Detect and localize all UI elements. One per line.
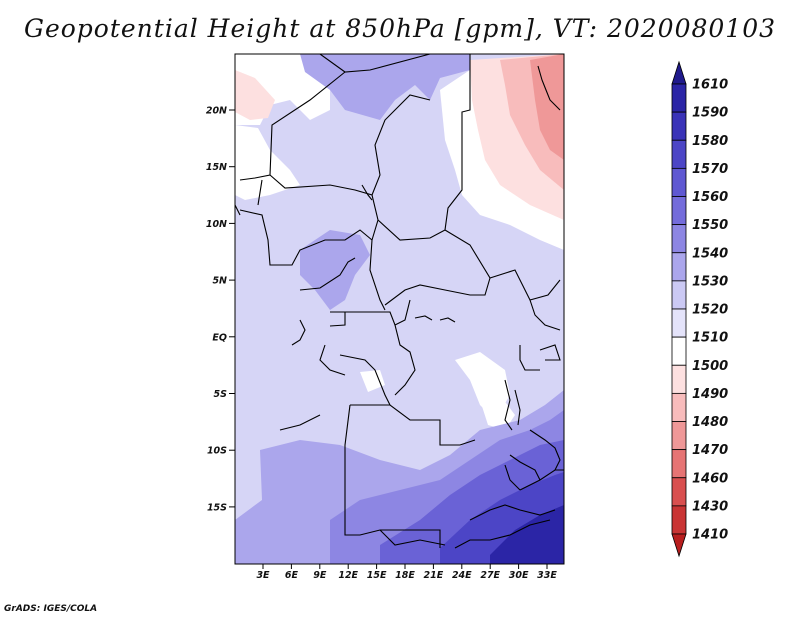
lon-tick-label: 3E xyxy=(256,570,270,581)
field-white-west xyxy=(235,125,300,200)
field-white-patch-west xyxy=(360,370,385,392)
colorbar: 1610 1590 1580 1570 1560 1550 1540 1530 1520 1510… xyxy=(671,60,728,558)
field-pink-northwest xyxy=(235,70,275,120)
colorbar-level-label: 1540 xyxy=(692,246,728,261)
colorbar-swatch xyxy=(671,111,687,141)
lat-tick-label: 5S xyxy=(214,389,228,400)
colorbar-level-label: 1590 xyxy=(692,106,728,121)
colorbar-swatch xyxy=(671,196,687,226)
colorbar-bottom-arrow xyxy=(671,533,687,558)
colorbar-top-arrow xyxy=(671,60,687,85)
lon-tick-label: 6E xyxy=(285,570,299,581)
lat-tick-label: 20N xyxy=(206,106,227,117)
colorbar-swatch xyxy=(671,336,687,366)
lon-tick-label: 9E xyxy=(313,570,327,581)
colorbar-level-label: 1470 xyxy=(692,443,728,458)
colorbar-swatch xyxy=(671,477,687,507)
colorbar-level-label: 1610 xyxy=(692,78,728,93)
latitude-axis: 20N 15N 10N 5N EQ 5S 10S 15S xyxy=(206,106,235,513)
colorbar-swatch xyxy=(671,421,687,451)
colorbar-level-label: 1550 xyxy=(692,218,728,233)
field-darkest-south xyxy=(490,505,564,564)
colorbar-level-label: 1500 xyxy=(692,359,728,374)
colorbar-swatch xyxy=(671,392,687,422)
lon-tick-label: 12E xyxy=(338,570,358,581)
lat-tick-label: 15S xyxy=(207,502,227,513)
colorbar-swatch xyxy=(671,252,687,282)
lon-tick-label: 33E xyxy=(537,570,557,581)
colorbar-level-label: 1560 xyxy=(692,190,728,205)
lat-tick-label: 10N xyxy=(206,219,227,230)
colorbar-level-label: 1530 xyxy=(692,274,728,289)
field-pink-northeast-inner xyxy=(530,54,564,160)
lon-tick-label: 27E xyxy=(480,570,500,581)
country-borders xyxy=(235,54,564,549)
colorbar-swatch xyxy=(671,449,687,479)
lon-tick-label: 24E xyxy=(452,570,472,581)
colorbar-level-label: 1460 xyxy=(692,471,728,486)
colorbar-level-label: 1480 xyxy=(692,415,728,430)
grads-credit: GrADS: IGES/COLA xyxy=(4,604,98,614)
lon-tick-label: 30E xyxy=(509,570,529,581)
lat-tick-label: 5N xyxy=(212,276,227,287)
lat-tick-label: 10S xyxy=(207,446,227,457)
lon-tick-label: 15E xyxy=(367,570,387,581)
lon-tick-label: 21E xyxy=(424,570,444,581)
colorbar-swatch xyxy=(671,280,687,310)
colorbar-swatch xyxy=(671,364,687,394)
field-mid-gulf xyxy=(300,230,370,310)
colorbar-level-label: 1580 xyxy=(692,134,728,149)
colorbar-swatch xyxy=(671,505,687,535)
longitude-axis: 3E 6E 9E 12E 15E 18E 21E 24E 27E 30E 33E xyxy=(256,564,557,581)
colorbar-level-label: 1410 xyxy=(692,528,728,543)
colorbar-level-label: 1430 xyxy=(692,499,728,514)
colorbar-swatch xyxy=(671,308,687,338)
colorbar-swatch xyxy=(671,167,687,197)
map-title: Geopotential Height at 850hPa [gpm], VT:… xyxy=(23,14,777,43)
lat-tick-label: 15N xyxy=(206,162,227,173)
lat-tick-label: EQ xyxy=(212,332,227,343)
map-frame xyxy=(234,53,565,565)
colorbar-swatch xyxy=(671,224,687,254)
colorbar-swatch xyxy=(671,139,687,169)
colorbar-level-label: 1520 xyxy=(692,303,728,318)
colorbar-level-label: 1510 xyxy=(692,331,728,346)
colorbar-level-label: 1490 xyxy=(692,387,728,402)
lon-tick-label: 18E xyxy=(395,570,415,581)
colorbar-level-label: 1570 xyxy=(692,162,728,177)
height-field xyxy=(235,54,564,564)
colorbar-swatch xyxy=(671,83,687,113)
